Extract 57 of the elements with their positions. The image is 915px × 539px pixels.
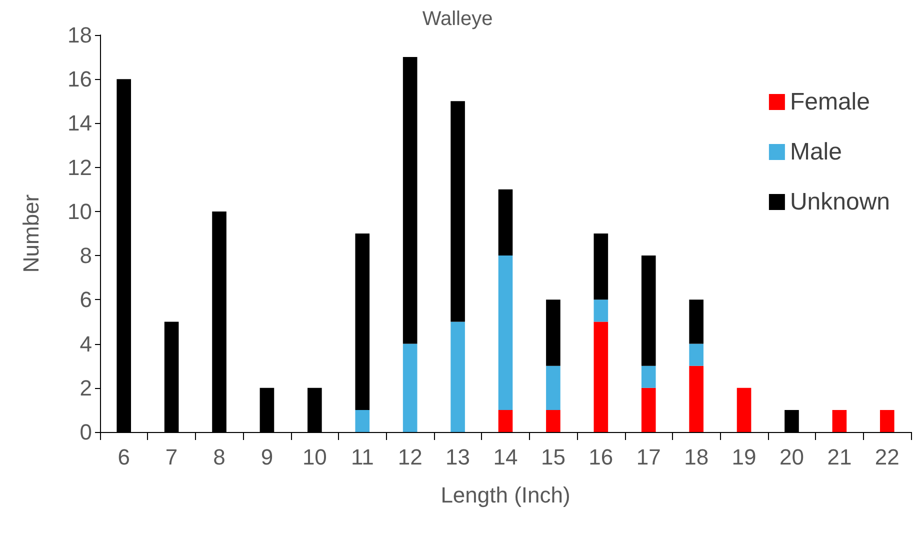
bar: [402, 57, 418, 344]
bar: [641, 256, 656, 366]
y-tick-label: 12: [68, 154, 92, 180]
x-tick-label: 21: [827, 444, 852, 470]
bar: [498, 410, 513, 432]
bar: [355, 234, 370, 410]
x-axis-title: Length (Inch): [440, 482, 570, 508]
y-tick-label: 18: [68, 22, 92, 48]
bar: [594, 322, 608, 432]
bar: [594, 300, 608, 322]
x-tick-label: 22: [874, 444, 900, 470]
bar: [546, 300, 560, 366]
x-tick-label: 20: [779, 444, 804, 470]
legend-label: Unknown: [790, 188, 890, 216]
y-tick-label: 16: [68, 66, 92, 92]
chart-title: Walleye: [422, 8, 493, 30]
bar: [689, 366, 704, 432]
bar: [736, 388, 752, 432]
x-tick-label: 10: [302, 444, 327, 470]
x-tick-label: 12: [398, 444, 422, 470]
y-tick-label: 6: [80, 287, 92, 312]
x-tick-label: 18: [684, 444, 709, 470]
legend-label: Female: [790, 88, 870, 116]
bar: [641, 388, 656, 432]
y-tick-label: 8: [80, 243, 92, 268]
x-tick-label: 19: [732, 444, 756, 470]
bar: [355, 410, 370, 432]
bar: [594, 234, 608, 300]
bar: [641, 366, 656, 388]
x-tick-label: 14: [493, 444, 518, 470]
x-tick-label: 6: [118, 444, 130, 470]
bar: [450, 101, 465, 322]
y-tick-label: 2: [80, 375, 92, 400]
y-axis-title: Number: [18, 194, 44, 273]
x-tick-label: 15: [540, 444, 566, 470]
y-tick-label: 14: [68, 110, 92, 136]
x-tick-label: 11: [350, 444, 374, 470]
x-tick-label: 16: [588, 444, 614, 470]
bar: [498, 256, 513, 410]
bar: [546, 410, 560, 432]
bar: [880, 410, 894, 432]
x-tick-label: 13: [446, 444, 470, 470]
x-tick-label: 7: [165, 444, 178, 470]
bar: [689, 344, 704, 366]
y-tick-label: 0: [80, 420, 92, 444]
bar: [832, 410, 847, 432]
x-tick-label: 8: [213, 444, 226, 470]
x-tick-label: 9: [260, 444, 274, 470]
bar: [689, 300, 704, 344]
y-tick-label: 4: [80, 331, 92, 356]
legend-label: Male: [790, 138, 842, 166]
y-tick-label: 10: [68, 198, 92, 224]
bar: [402, 344, 418, 432]
bar: [498, 189, 513, 256]
x-tick-label: 17: [636, 444, 661, 470]
bar: [546, 366, 560, 410]
bar: [450, 322, 465, 432]
